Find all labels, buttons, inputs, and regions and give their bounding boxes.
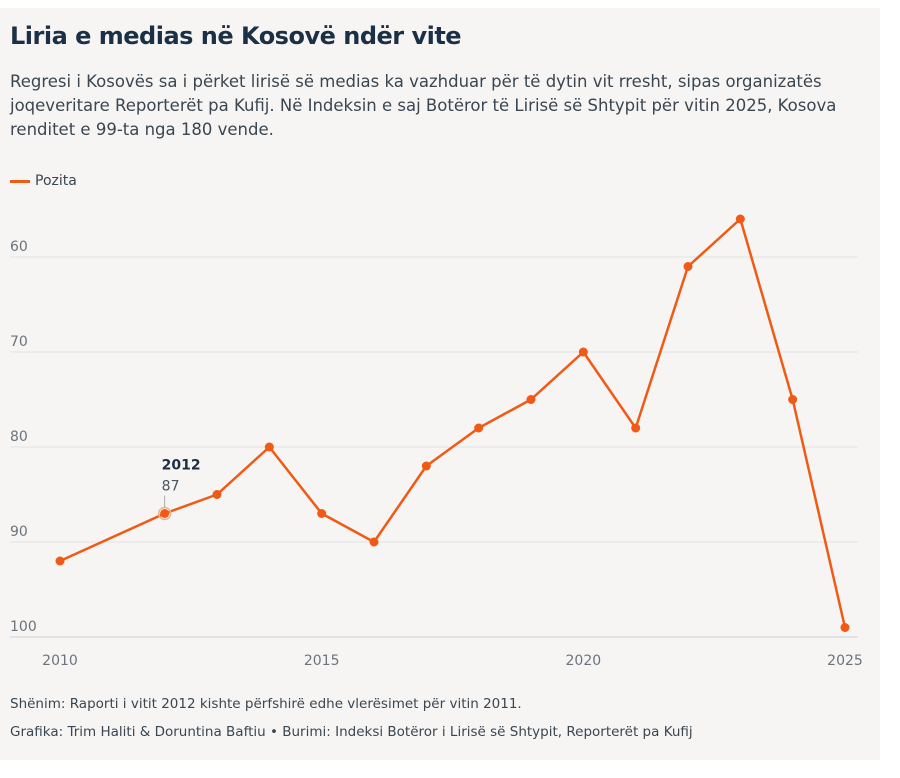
credits: Grafika: Trim Haliti & Doruntina Baftiu …: [10, 724, 693, 740]
data-point: [212, 490, 222, 499]
x-tick-label: 2015: [304, 653, 340, 669]
chart-panel: [0, 8, 880, 760]
line-chart: 60 70 80 90 100 2010 2015 2020 2025 2012 87: [10, 214, 863, 669]
x-tick-label: 2025: [827, 653, 863, 669]
legend: Pozita: [10, 173, 77, 189]
series-line-pozita: [59, 217, 847, 628]
legend-label: Pozita: [35, 173, 77, 189]
y-tick-label: 70: [10, 334, 28, 350]
data-point: [264, 442, 274, 452]
data-point: [631, 423, 641, 433]
data-point: [369, 537, 379, 547]
y-tick-label: 60: [10, 239, 28, 255]
chart-subtitle: Regresi i Kosovës sa i përket lirisë së …: [10, 72, 837, 139]
data-point: [788, 395, 798, 404]
tooltip-value: 87: [162, 479, 180, 495]
x-tick-label: 2010: [42, 653, 78, 669]
data-point: [526, 395, 536, 404]
data-point: [474, 423, 484, 433]
chart-title: Liria e medias në Kosovë ndër vite: [10, 22, 462, 50]
tooltip-year: 2012: [162, 458, 201, 474]
y-tick-label: 100: [10, 619, 37, 635]
data-point: [840, 623, 850, 632]
note: Shënim: Raporti i vitit 2012 kishte përf…: [10, 696, 522, 712]
data-point: [421, 461, 431, 471]
data-point: [55, 556, 65, 566]
legend-swatch: [10, 179, 30, 183]
data-point: [735, 214, 745, 224]
x-tick-label: 2020: [566, 653, 602, 669]
data-point: [683, 262, 693, 271]
data-point: [317, 509, 327, 518]
data-point: [160, 509, 170, 518]
y-tick-label: 80: [10, 429, 28, 445]
data-point: [578, 347, 588, 357]
y-tick-label: 90: [10, 524, 28, 540]
